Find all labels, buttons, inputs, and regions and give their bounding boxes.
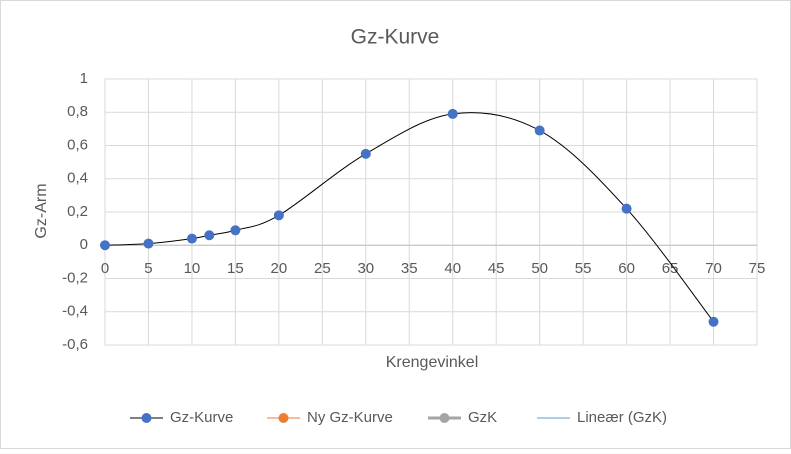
x-tick-label: 65 bbox=[662, 260, 679, 277]
y-axis-title: Gz-Arm bbox=[33, 183, 50, 238]
x-tick-label: 30 bbox=[357, 260, 374, 277]
chart-title: Gz-Kurve bbox=[351, 26, 440, 49]
y-tick-label: -0,4 bbox=[62, 303, 88, 320]
data-point bbox=[204, 230, 215, 241]
legend-marker bbox=[278, 413, 289, 423]
x-tick-label: 40 bbox=[444, 260, 461, 277]
x-tick-label: 5 bbox=[144, 260, 152, 277]
y-tick-label: 1 bbox=[80, 70, 88, 87]
x-tick-label: 60 bbox=[618, 260, 635, 277]
x-tick-label: 0 bbox=[101, 260, 109, 277]
x-tick-label: 75 bbox=[749, 260, 766, 277]
data-point bbox=[534, 125, 545, 136]
data-point bbox=[186, 233, 197, 244]
x-tick-label: 25 bbox=[314, 260, 331, 277]
data-point bbox=[100, 240, 110, 251]
x-tick-label: 10 bbox=[184, 260, 201, 277]
x-tick-label: 35 bbox=[401, 260, 418, 277]
legend-marker bbox=[141, 413, 152, 423]
x-tick-label: 45 bbox=[488, 260, 505, 277]
data-point bbox=[230, 225, 241, 236]
y-tick-label: 0,2 bbox=[67, 203, 88, 220]
data-point bbox=[447, 108, 458, 119]
x-tick-label: 15 bbox=[227, 260, 244, 277]
x-tick-label: 20 bbox=[271, 260, 288, 277]
y-tick-label: -0,2 bbox=[62, 269, 88, 286]
legend-label: Ny Gz-Kurve bbox=[307, 409, 393, 426]
y-tick-label: 0,4 bbox=[67, 170, 88, 187]
y-tick-label: 0,6 bbox=[67, 136, 88, 153]
data-point bbox=[360, 148, 371, 159]
legend-label: Lineær (GzK) bbox=[577, 409, 667, 426]
data-point bbox=[708, 316, 719, 327]
x-tick-label: 55 bbox=[575, 260, 592, 277]
x-tick-label: 50 bbox=[531, 260, 548, 277]
y-tick-label: 0,8 bbox=[67, 103, 88, 120]
data-point bbox=[273, 210, 284, 221]
data-point bbox=[143, 238, 154, 249]
legend-label: Gz-Kurve bbox=[170, 409, 233, 426]
x-axis-title: Krengevinkel bbox=[386, 354, 479, 371]
data-point bbox=[621, 203, 632, 214]
y-tick-label: 0 bbox=[80, 236, 88, 253]
y-tick-label: -0,6 bbox=[62, 336, 88, 353]
legend-marker bbox=[439, 413, 450, 423]
x-tick-label: 70 bbox=[705, 260, 722, 277]
legend-label: GzK bbox=[468, 409, 497, 426]
